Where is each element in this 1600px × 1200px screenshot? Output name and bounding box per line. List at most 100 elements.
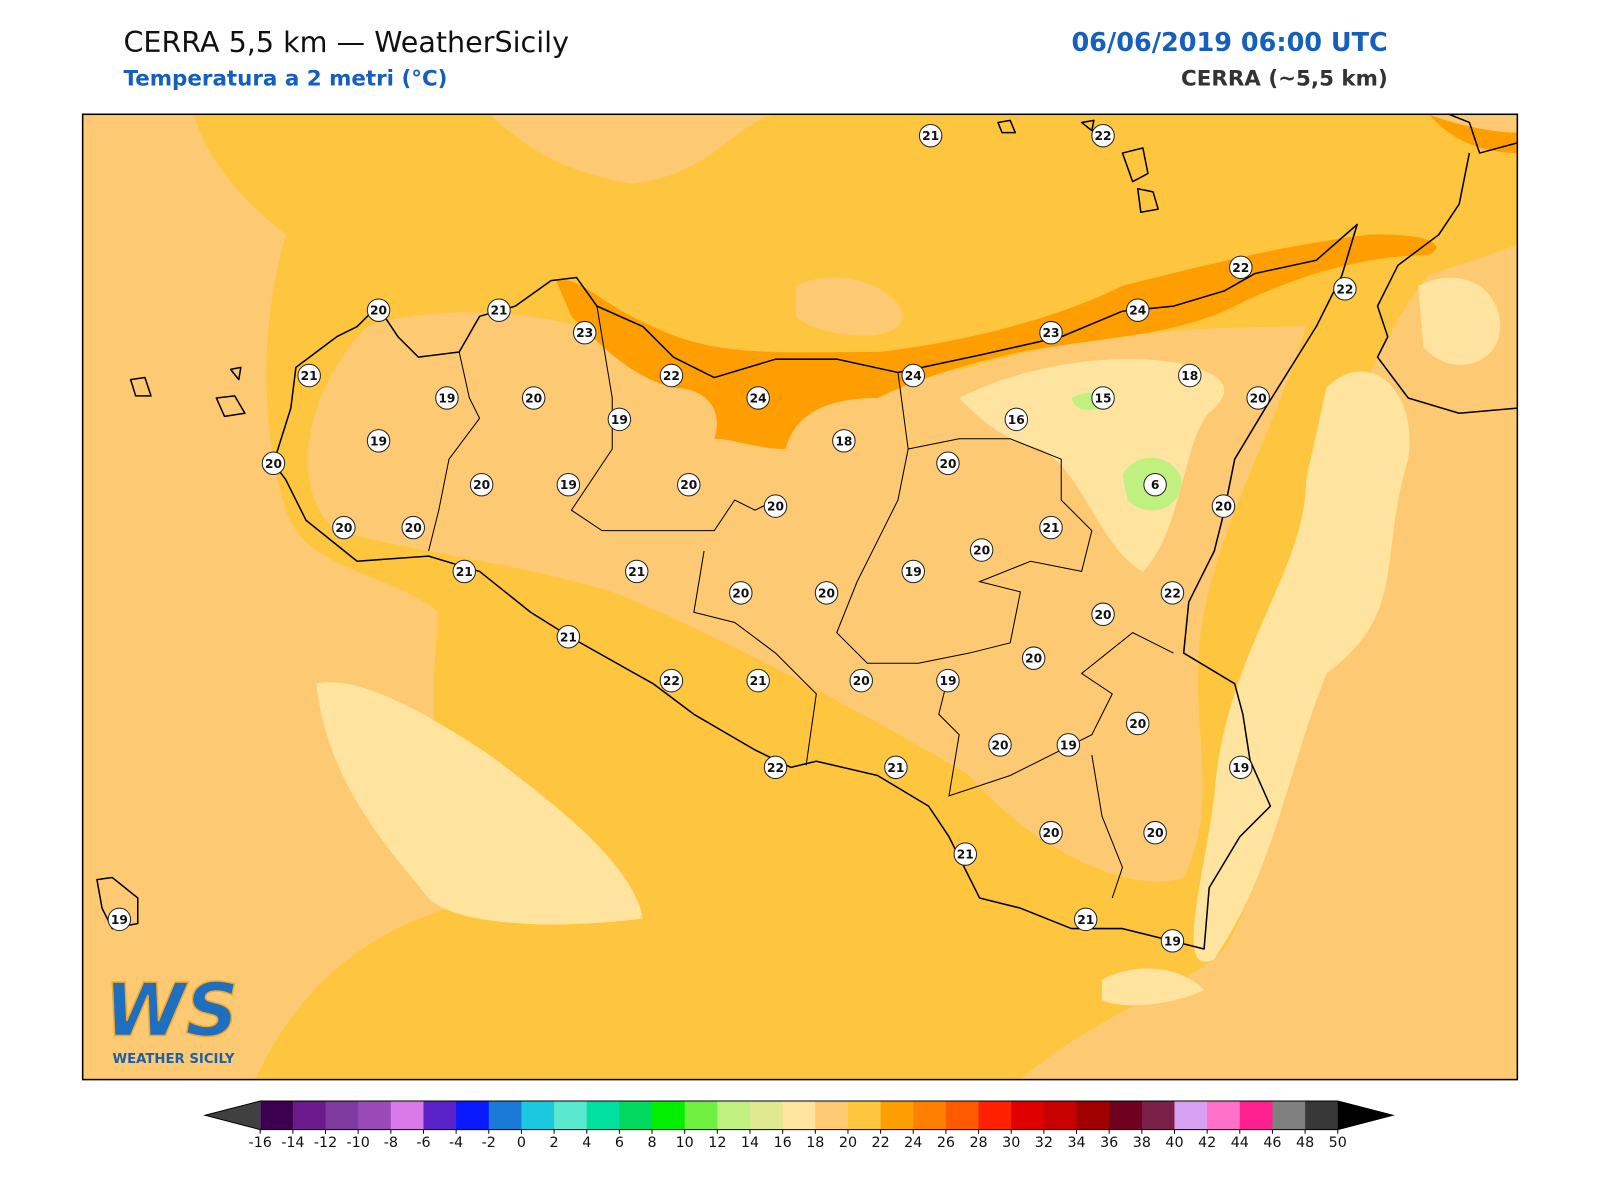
station-marker bbox=[625, 559, 649, 584]
station-marker bbox=[953, 842, 978, 866]
colorbar-segment bbox=[586, 1101, 620, 1130]
station-value: 20 bbox=[1129, 717, 1146, 731]
station-marker bbox=[677, 472, 701, 497]
station-value: 20 bbox=[991, 738, 1008, 752]
colorbar-label: 2 bbox=[550, 1135, 559, 1151]
station-marker bbox=[763, 755, 788, 780]
station-marker bbox=[521, 386, 546, 410]
colorbar-segment bbox=[717, 1101, 751, 1130]
station-value: 19 bbox=[1164, 934, 1181, 948]
station-value: 22 bbox=[1336, 282, 1353, 296]
station-marker bbox=[556, 472, 581, 497]
colorbar-segment bbox=[750, 1101, 784, 1130]
field bbox=[316, 682, 643, 925]
station-value: 19 bbox=[939, 674, 956, 688]
field bbox=[1418, 277, 1500, 365]
colorbar-segment bbox=[815, 1101, 849, 1130]
colorbar-label: 20 bbox=[839, 1135, 857, 1151]
colorbar-segment bbox=[554, 1101, 588, 1130]
station-marker bbox=[1091, 123, 1115, 148]
colorbar-label: 28 bbox=[969, 1135, 987, 1151]
colorbar-segment bbox=[978, 1101, 1012, 1130]
station-value: 20 bbox=[473, 478, 490, 492]
station-value: 19 bbox=[611, 413, 628, 427]
colorbar-segment bbox=[913, 1101, 947, 1130]
station-marker bbox=[659, 668, 684, 693]
station-value: 20 bbox=[973, 544, 990, 558]
station-marker bbox=[1246, 386, 1270, 410]
station-value: 19 bbox=[370, 434, 387, 448]
colorbar-segment bbox=[1305, 1101, 1339, 1130]
station-value: 24 bbox=[750, 391, 767, 405]
station-value: 20 bbox=[732, 586, 749, 600]
colorbar-segment bbox=[488, 1101, 522, 1130]
colorbar-label: 18 bbox=[806, 1135, 824, 1151]
station-marker bbox=[1021, 646, 1046, 670]
colorbar-segment bbox=[1207, 1101, 1241, 1130]
logo: WS WEATHER SICILY bbox=[104, 968, 239, 1068]
station-marker bbox=[366, 429, 391, 453]
station-marker bbox=[988, 733, 1012, 757]
subtitle: Temperatura a 2 metri (°C) bbox=[123, 67, 447, 92]
colorbar-segment bbox=[782, 1101, 816, 1130]
station-marker bbox=[1211, 494, 1236, 518]
station-value: 24 bbox=[1129, 304, 1146, 318]
colorbar-label: 10 bbox=[676, 1135, 694, 1151]
station-value: 21 bbox=[490, 304, 507, 318]
colorbar-label: 12 bbox=[708, 1135, 726, 1151]
station-marker bbox=[107, 907, 132, 932]
province-border bbox=[428, 306, 1174, 899]
colorbar-label: -4 bbox=[449, 1135, 463, 1151]
colorbar-segment bbox=[1272, 1101, 1306, 1130]
colorbar-segment bbox=[880, 1101, 914, 1130]
colorbar-label: 8 bbox=[648, 1135, 657, 1151]
station-value: 19 bbox=[905, 565, 922, 579]
station-value: 21 bbox=[957, 848, 974, 862]
station-marker bbox=[746, 386, 770, 410]
colorbar-label: -16 bbox=[249, 1135, 272, 1151]
station-value: 20 bbox=[265, 457, 282, 471]
colorbar-label: 38 bbox=[1133, 1135, 1151, 1151]
station-marker bbox=[572, 320, 597, 345]
station-value: 19 bbox=[438, 391, 455, 405]
station-layer: 21 22 20 21 23 22 22 24 23 21 19 20 22 24 24 18 15 20 19 16… bbox=[107, 123, 1357, 953]
colorbar-segment bbox=[1011, 1101, 1045, 1130]
station-value: 6 bbox=[1151, 478, 1160, 492]
colorbar-segment bbox=[1109, 1101, 1143, 1130]
colorbar-label: 16 bbox=[774, 1135, 792, 1151]
station-marker bbox=[401, 515, 425, 540]
colorbar-segment bbox=[358, 1101, 392, 1130]
station-marker bbox=[1091, 602, 1115, 627]
colorbar-label: 0 bbox=[517, 1135, 526, 1151]
colorbar-extend bbox=[205, 1101, 261, 1130]
station-marker bbox=[1126, 298, 1150, 322]
colorbar-label: -8 bbox=[384, 1135, 398, 1151]
station-marker bbox=[332, 515, 356, 540]
station-value: 20 bbox=[767, 500, 784, 514]
station-value: 20 bbox=[680, 478, 697, 492]
colorbar-segment bbox=[619, 1101, 653, 1130]
logo-mark: WS bbox=[104, 968, 238, 1053]
station-marker bbox=[435, 386, 459, 410]
station-marker bbox=[487, 298, 511, 322]
station-marker bbox=[1056, 733, 1081, 757]
station-value: 20 bbox=[1215, 500, 1232, 514]
colorbar-label: 22 bbox=[872, 1135, 890, 1151]
station-value: 18 bbox=[835, 434, 852, 448]
colorbar-segment bbox=[456, 1101, 490, 1130]
station-value: 24 bbox=[905, 369, 922, 383]
colorbar-label: 44 bbox=[1231, 1135, 1249, 1151]
colorbar-label: 40 bbox=[1165, 1135, 1183, 1151]
colorbar-label: 46 bbox=[1263, 1135, 1281, 1151]
station-marker bbox=[901, 363, 925, 388]
station-value: 20 bbox=[1025, 652, 1042, 666]
colorbar-segment bbox=[423, 1101, 457, 1130]
colorbar-label: -2 bbox=[482, 1135, 496, 1151]
colorbar-label: 36 bbox=[1100, 1135, 1118, 1151]
colorbar: -16 -14 -12 -10 -8 -6 -4 -2 0 2 4 6 8 10 12 14 16 18 20 22 2… bbox=[203, 1100, 1395, 1151]
station-marker bbox=[659, 363, 684, 388]
station-marker bbox=[746, 668, 770, 693]
station-marker bbox=[366, 298, 391, 322]
station-value: 22 bbox=[663, 369, 680, 383]
colorbar-segment bbox=[684, 1101, 718, 1130]
